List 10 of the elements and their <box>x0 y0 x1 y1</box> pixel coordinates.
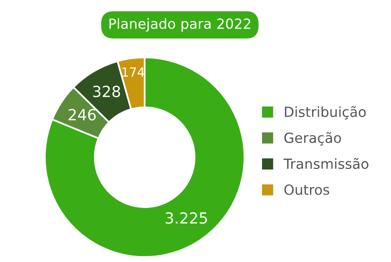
legend-label: Transmissão <box>284 158 368 169</box>
chart-title: Planejado para 2022 <box>109 18 250 32</box>
data-label: 328 <box>93 86 120 98</box>
legend-label: Geração <box>284 132 341 146</box>
legend-label: Distribuição <box>284 106 366 120</box>
data-label: 246 <box>68 108 96 120</box>
legend-label: Outros <box>284 184 330 195</box>
donut-slice <box>44 56 246 258</box>
data-label: 174 <box>122 68 144 77</box>
data-label: 3.225 <box>166 212 207 224</box>
